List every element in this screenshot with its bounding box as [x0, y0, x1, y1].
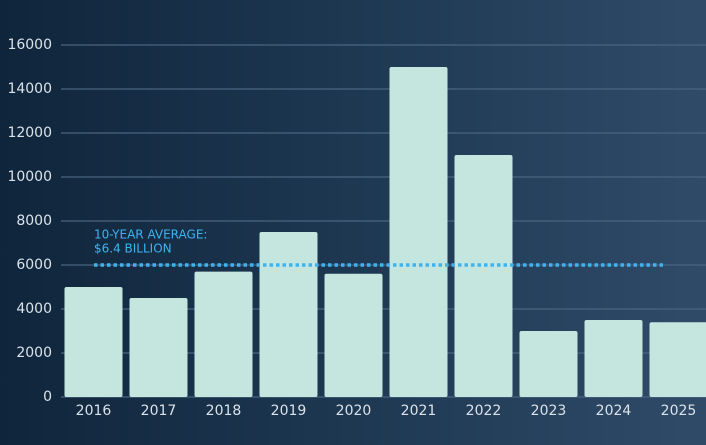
- y-tick-label: 14000: [7, 81, 52, 97]
- y-tick-label: 0: [43, 389, 52, 405]
- x-tick-label: 2018: [206, 403, 242, 419]
- x-tick-label: 2022: [466, 403, 502, 419]
- bar: [129, 298, 188, 397]
- bar: [649, 322, 706, 397]
- bar: [584, 320, 643, 397]
- y-tick-label: 16000: [7, 37, 52, 53]
- x-tick-label: 2023: [531, 403, 567, 419]
- y-tick-label: 4000: [16, 301, 52, 317]
- bar: [454, 155, 513, 397]
- bar: [64, 287, 123, 397]
- bar: [194, 271, 253, 397]
- x-tick-label: 2020: [336, 403, 372, 419]
- x-tick-label: 2016: [76, 403, 112, 419]
- y-tick-label: 10000: [7, 169, 52, 185]
- bar: [259, 232, 318, 397]
- bar: [389, 67, 448, 397]
- bar: [324, 273, 383, 397]
- average-label: $6.4 BILLION: [94, 242, 172, 256]
- bar: [519, 331, 578, 397]
- x-tick-label: 2024: [596, 403, 632, 419]
- average-label: 10-YEAR AVERAGE:: [94, 228, 207, 242]
- y-tick-label: 12000: [7, 125, 52, 141]
- x-tick-label: 2025: [661, 403, 697, 419]
- x-tick-label: 2021: [401, 403, 437, 419]
- x-tick-label: 2019: [271, 403, 307, 419]
- y-tick-label: 2000: [16, 345, 52, 361]
- y-tick-label: 8000: [16, 213, 52, 229]
- x-tick-label: 2017: [141, 403, 177, 419]
- y-tick-label: 6000: [16, 257, 52, 273]
